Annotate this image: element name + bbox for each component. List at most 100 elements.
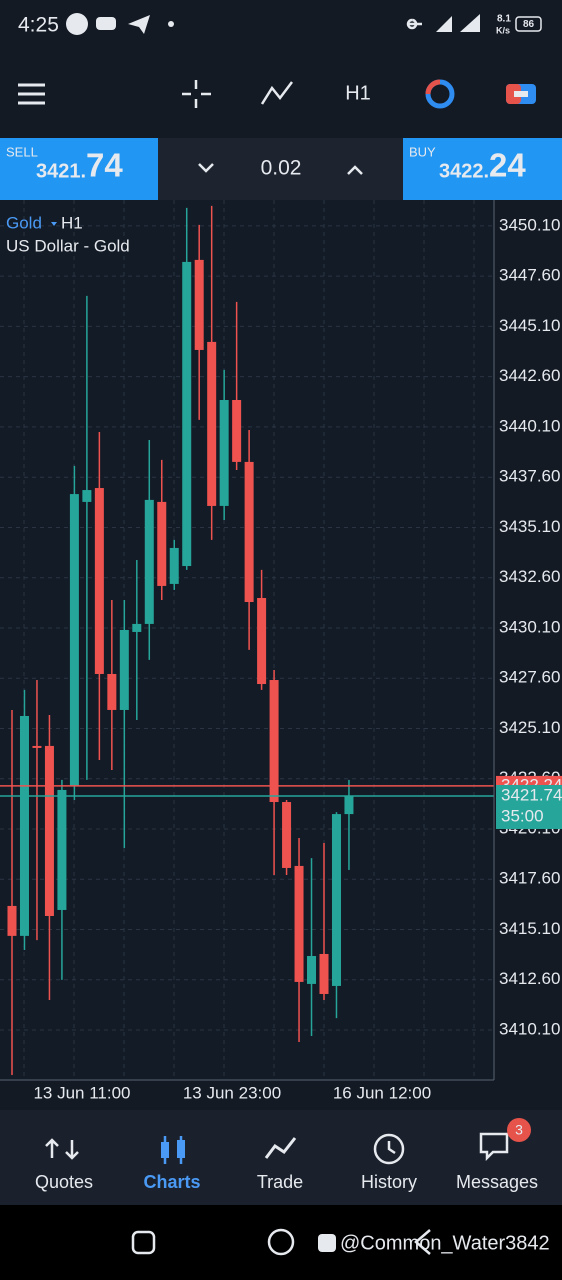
charts-icon-part	[177, 1140, 185, 1158]
nav-label[interactable]: History	[361, 1172, 417, 1192]
bid-label: 3421.74	[501, 785, 562, 804]
volume[interactable]: 0.02	[261, 157, 302, 180]
candle-body	[244, 461, 254, 603]
x-tick-label: 13 Jun 23:00	[183, 1083, 281, 1102]
plot	[0, 205, 494, 1075]
buy-price-pips: 24	[489, 147, 526, 184]
x-tick-label: 16 Jun 12:00	[333, 1083, 431, 1102]
nav-label[interactable]: Trade	[257, 1172, 303, 1192]
trade-button-part	[514, 91, 528, 97]
y-tick-label: 3442.60	[499, 366, 560, 385]
back-button[interactable]	[414, 1229, 431, 1255]
y-tick-label: 3447.60	[499, 266, 560, 285]
candle-body	[94, 488, 104, 674]
sell-price: 3421.	[36, 160, 86, 182]
candle-body	[44, 745, 54, 916]
nav-items: Quotes Charts Trade History Messages	[35, 1172, 538, 1192]
candle-body	[307, 955, 317, 984]
bid-label-box	[496, 784, 562, 829]
candle-body	[157, 501, 167, 586]
status-icon	[96, 17, 116, 30]
candle-body	[344, 795, 354, 815]
sell-label: SELL	[6, 144, 38, 159]
y-tick-label: 3432.60	[499, 567, 560, 586]
menu-button[interactable]	[18, 83, 45, 105]
candle-body	[331, 814, 341, 986]
x-tick-label: 13 Jun 11:00	[33, 1083, 130, 1102]
battery-level: 86	[523, 19, 535, 30]
recents-button[interactable]	[131, 1230, 156, 1255]
status-icon	[406, 18, 422, 30]
home-button[interactable]	[267, 1228, 295, 1256]
indicators-button[interactable]	[260, 81, 293, 105]
net-speed: 8.1	[497, 14, 511, 25]
nav-label[interactable]: Quotes	[35, 1172, 93, 1192]
candle-body	[232, 400, 242, 462]
countdown: 35:00	[501, 806, 544, 825]
candle-body	[182, 261, 192, 567]
candle-body	[169, 547, 179, 584]
candle-body	[132, 623, 142, 632]
y-tick-label: 3417.60	[499, 869, 560, 888]
trade-icon	[264, 1137, 297, 1159]
time-axis: 13 Jun 11:00 13 Jun 23:00 16 Jun 12:00	[33, 1083, 431, 1102]
candle-body	[294, 865, 304, 982]
candle-body	[32, 745, 42, 748]
candle-body	[119, 629, 129, 710]
charts-icon-part	[161, 1142, 169, 1158]
sell-button[interactable]	[0, 138, 158, 200]
symbol-dropdown[interactable]	[51, 222, 57, 226]
timeframe-button[interactable]: H1	[345, 82, 371, 104]
candle-body	[57, 789, 67, 910]
candle-body	[319, 953, 329, 994]
nav-label[interactable]: Charts	[143, 1172, 200, 1192]
volume-up[interactable]	[347, 165, 363, 175]
status-time: 4:25	[18, 14, 59, 37]
crosshair-button[interactable]	[182, 80, 211, 108]
system-nav	[0, 1205, 562, 1280]
candle-body	[219, 400, 229, 506]
messages-badge	[507, 1118, 531, 1142]
buy-price: 3422.	[439, 160, 489, 182]
y-tick-label: 3427.60	[499, 668, 560, 687]
nav-label[interactable]: Messages	[456, 1172, 538, 1192]
sell-price-pips: 74	[86, 147, 123, 184]
candle-body	[82, 490, 92, 502]
buy-button[interactable]	[403, 138, 562, 200]
y-tick-label: 3430.10	[499, 617, 560, 636]
net-speed-unit: K/s	[496, 25, 510, 35]
chart-area	[0, 200, 494, 1080]
watermark-icon	[318, 1234, 336, 1252]
status-icon	[128, 15, 150, 34]
y-tick-label: 3425.10	[499, 718, 560, 737]
candle-body	[194, 259, 204, 350]
messages-icon	[479, 1132, 509, 1162]
watermark: @Common_Water3842	[340, 1232, 550, 1254]
volume-down[interactable]	[198, 163, 214, 173]
y-tick-label: 3410.10	[499, 1019, 560, 1038]
price-axis: 3450.10 3447.60 3445.10 3442.60 3440.10 3437.…	[496, 215, 562, 1038]
history-icon	[373, 1133, 405, 1165]
candle-body	[257, 597, 267, 685]
status-icon	[66, 13, 88, 35]
history-icon-part	[387, 1141, 396, 1155]
messages-badge-count: 3	[515, 1122, 523, 1138]
symbol-description: US Dollar - Gold	[6, 236, 130, 255]
trade-button-part	[506, 84, 521, 104]
quotes-icon	[45, 1138, 79, 1160]
candle-body	[269, 680, 279, 803]
battery	[515, 16, 542, 32]
candle-body	[144, 499, 154, 624]
objects-button-part	[425, 79, 441, 95]
candle-body	[207, 341, 217, 506]
candle-body	[19, 715, 29, 936]
y-tick-label: 3415.10	[499, 919, 560, 938]
y-tick-label: 3412.60	[499, 969, 560, 988]
bottom-nav	[0, 1110, 562, 1205]
status-dot	[168, 21, 174, 27]
y-tick-label: 3435.10	[499, 517, 560, 536]
y-tick-label: 3450.10	[499, 215, 560, 234]
buy-label: BUY	[409, 144, 436, 159]
y-tick-label: 3437.60	[499, 467, 560, 486]
